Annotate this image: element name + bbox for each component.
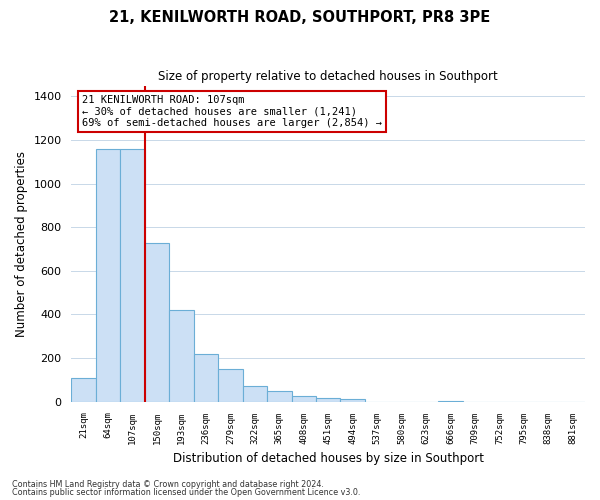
- X-axis label: Distribution of detached houses by size in Southport: Distribution of detached houses by size …: [173, 452, 484, 465]
- Bar: [438, 400, 463, 402]
- Text: 21, KENILWORTH ROAD, SOUTHPORT, PR8 3PE: 21, KENILWORTH ROAD, SOUTHPORT, PR8 3PE: [109, 10, 491, 25]
- Bar: [242, 386, 267, 402]
- Bar: [218, 370, 242, 402]
- Bar: [316, 398, 340, 402]
- Title: Size of property relative to detached houses in Southport: Size of property relative to detached ho…: [158, 70, 498, 83]
- Text: Contains HM Land Registry data © Crown copyright and database right 2024.: Contains HM Land Registry data © Crown c…: [12, 480, 324, 489]
- Bar: [194, 354, 218, 402]
- Bar: [145, 242, 169, 402]
- Bar: [121, 149, 145, 402]
- Text: 21 KENILWORTH ROAD: 107sqm
← 30% of detached houses are smaller (1,241)
69% of s: 21 KENILWORTH ROAD: 107sqm ← 30% of deta…: [82, 95, 382, 128]
- Bar: [96, 149, 121, 402]
- Bar: [340, 399, 365, 402]
- Bar: [267, 391, 292, 402]
- Bar: [169, 310, 194, 402]
- Bar: [71, 378, 96, 402]
- Bar: [292, 396, 316, 402]
- Y-axis label: Number of detached properties: Number of detached properties: [15, 150, 28, 336]
- Text: Contains public sector information licensed under the Open Government Licence v3: Contains public sector information licen…: [12, 488, 361, 497]
